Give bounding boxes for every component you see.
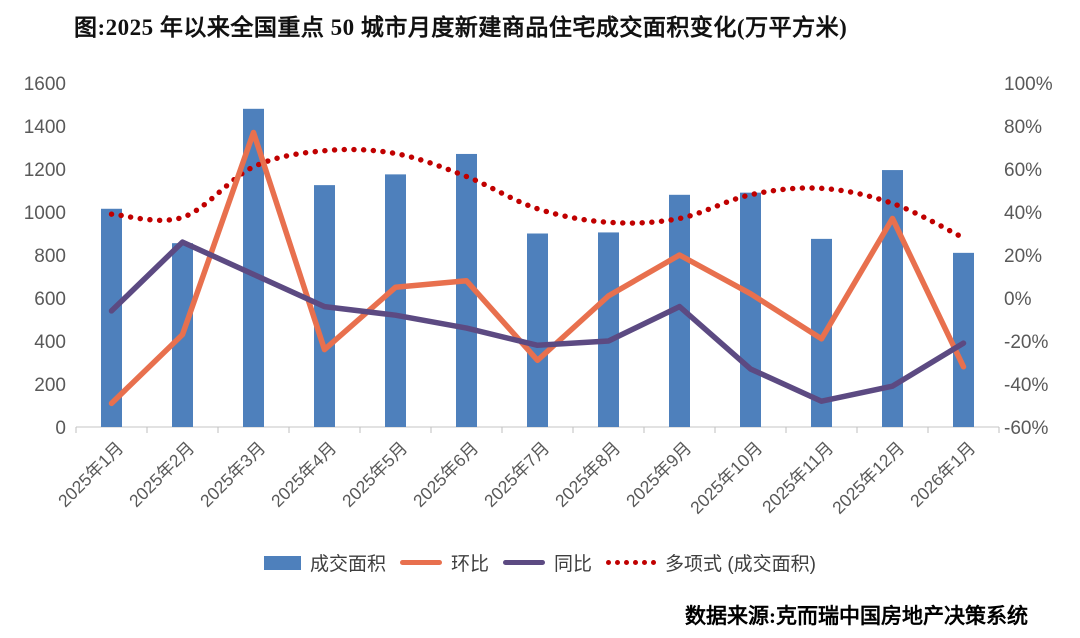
- bar-2025年8月: [598, 232, 619, 427]
- x-axis-label: 2025年9月: [622, 438, 695, 511]
- y-axis-left-tick-label: 1200: [24, 160, 66, 181]
- legend-item-poly: 多项式 (成交面积): [606, 549, 816, 576]
- y-axis-right-tick-label: -60%: [1004, 418, 1048, 439]
- x-axis-label: 2025年12月: [828, 438, 908, 518]
- y-axis-right-tick-label: 40%: [1004, 203, 1042, 224]
- x-axis-label: 2025年8月: [551, 438, 624, 511]
- x-axis-label: 2025年3月: [196, 438, 269, 511]
- x-axis-label: 2026年1月: [906, 438, 979, 511]
- y-axis-right-tick-label: 80%: [1004, 117, 1042, 138]
- legend-label-volume: 成交面积: [310, 554, 387, 575]
- bar-2025年11月: [811, 238, 832, 427]
- y-axis-left-tick-label: 200: [34, 375, 66, 396]
- bar-2025年7月: [527, 233, 548, 427]
- x-axis-label: 2025年4月: [267, 438, 340, 511]
- bar-2025年10月: [740, 192, 761, 427]
- legend-label-poly: 多项式 (成交面积): [665, 554, 816, 575]
- chart-legend: 成交面积 环比 同比 多项式 (成交面积): [0, 549, 1080, 576]
- legend-bar-swatch: [264, 555, 301, 570]
- y-axis-left-tick-label: 1600: [24, 74, 66, 95]
- y-axis-right-tick-label: -40%: [1004, 375, 1048, 396]
- y-axis-left-tick-label: 600: [34, 289, 66, 310]
- bar-2025年5月: [385, 174, 406, 427]
- bar-2025年9月: [669, 194, 690, 427]
- legend-mom-line-swatch: [400, 560, 443, 565]
- poly-trend-line: [108, 146, 967, 241]
- chart-title: 图:2025 年以来全国重点 50 城市月度新建商品住宅成交面积变化(万平方米): [74, 15, 848, 40]
- x-axis-label: 2025年1月: [54, 438, 127, 511]
- legend-label-mom: 环比: [451, 554, 490, 575]
- bar-2025年3月: [243, 108, 264, 428]
- mom-line: [108, 129, 967, 407]
- y-axis-left-tick-label: 1400: [24, 117, 66, 138]
- x-axis-label: 2025年10月: [686, 438, 766, 518]
- bar-2025年6月: [456, 153, 477, 427]
- x-axis-label: 2025年6月: [409, 438, 482, 511]
- legend-item-volume: 成交面积: [264, 549, 386, 576]
- legend-item-mom: 环比: [400, 549, 489, 576]
- chart-canvas: 0 200 400 600 800 1000 1200 1400 1600 -60% -40% -20…: [24, 74, 1053, 518]
- x-axis-label: 2025年7月: [480, 438, 553, 511]
- y-axis-right-tick-label: -20%: [1004, 332, 1048, 353]
- y-axis-left-tick-label: 0: [55, 418, 66, 439]
- legend-yoy-line-swatch: [503, 560, 546, 565]
- x-axis-label: 2025年2月: [125, 438, 198, 511]
- x-axis-label: 2025年11月: [758, 438, 837, 517]
- x-axis-label: 2025年5月: [338, 438, 411, 511]
- legend-label-yoy: 同比: [554, 554, 593, 575]
- y-axis-right-tick-label: 100%: [1004, 74, 1053, 95]
- bar-2026年1月: [953, 252, 974, 427]
- y-axis-right-tick-label: 60%: [1004, 160, 1042, 181]
- legend-item-yoy: 同比: [503, 549, 592, 576]
- legend-poly-dots-swatch: [606, 560, 657, 565]
- bar-2025年1月: [101, 208, 122, 427]
- y-axis-left-tick-label: 400: [34, 332, 66, 353]
- yoy-line: [108, 239, 967, 404]
- y-axis-left-tick-label: 800: [34, 246, 66, 267]
- y-axis-right-tick-label: 20%: [1004, 246, 1042, 267]
- y-axis-right-tick-label: 0%: [1004, 289, 1032, 310]
- y-axis-left-tick-label: 1000: [24, 203, 66, 224]
- data-source: 数据来源:克而瑞中国房地产决策系统: [685, 604, 1028, 628]
